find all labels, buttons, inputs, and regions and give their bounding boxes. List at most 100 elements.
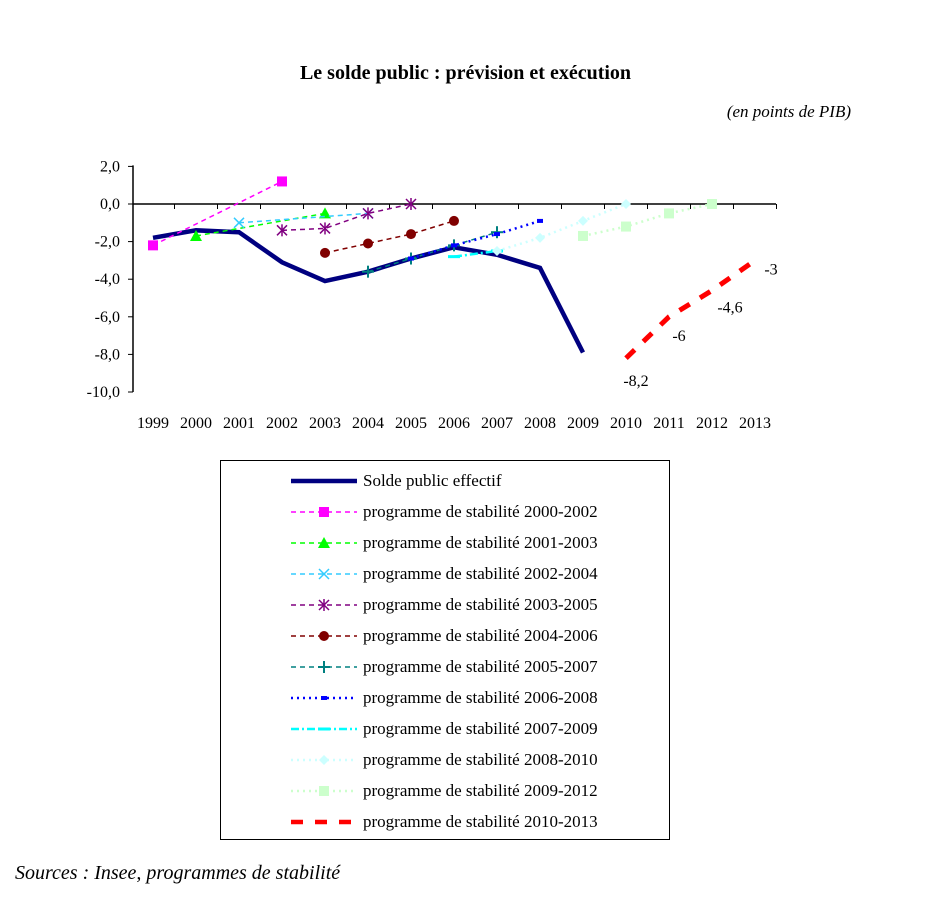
square-marker (408, 256, 414, 261)
y-tick-label: -8,0 (95, 346, 120, 363)
legend-label: programme de stabilité 2010-2013 (363, 812, 598, 831)
y-tick-label: 0,0 (100, 196, 120, 213)
series-line (281, 203, 412, 232)
square-marker (319, 786, 329, 796)
series-line (624, 258, 757, 360)
legend-item: programme de stabilité 2008-2010 (221, 748, 598, 772)
data-label: -3 (764, 261, 777, 278)
legend-item: programme de stabilité 2000-2002 (221, 500, 598, 524)
square-marker (621, 221, 631, 232)
x-tick-label: 2013 (739, 415, 771, 432)
series-line (195, 212, 326, 237)
series-line (453, 249, 498, 258)
legend-swatch (291, 568, 357, 580)
legend-label: programme de stabilité 2002-2004 (363, 564, 598, 583)
series-4 (276, 198, 417, 237)
chart-title: Le solde public : prévision et exécution (299, 62, 632, 84)
circle-marker (319, 631, 329, 641)
plus-marker (362, 265, 374, 278)
circle-marker (363, 238, 373, 249)
star-marker (362, 207, 374, 220)
x-tick-label: 2002 (266, 415, 298, 432)
plus-marker (318, 661, 330, 673)
legend-swatch (291, 661, 357, 673)
circle-marker (449, 215, 459, 226)
x-marker (233, 217, 245, 229)
x-tick-label: 2005 (395, 415, 427, 432)
diamond-marker (319, 755, 329, 765)
legend-label: programme de stabilité 2000-2002 (363, 502, 598, 521)
y-tick-label: 2,0 (100, 158, 120, 175)
series-11 (624, 258, 757, 360)
legend-swatch (291, 786, 357, 796)
star-marker (405, 198, 417, 210)
chart-subtitle: (en points de PIB) (726, 102, 851, 121)
diamond-marker (578, 215, 588, 226)
x-tick-label: 2006 (438, 415, 470, 432)
series-10 (578, 199, 717, 241)
x-tick-label: 2009 (567, 415, 599, 432)
legend-item: programme de stabilité 2009-2012 (221, 779, 598, 803)
series-9 (492, 199, 631, 256)
series-line (410, 219, 541, 260)
triangle-marker (190, 229, 202, 241)
legend-item: programme de stabilité 2005-2007 (221, 655, 598, 679)
legend-label: programme de stabilité 2005-2007 (363, 657, 598, 676)
x-tick-label: 1999 (137, 415, 169, 432)
legend-swatch (291, 727, 357, 731)
series-7 (408, 218, 543, 261)
source-note: Sources : Insee, programmes de stabilité (15, 862, 341, 884)
data-label: -4,6 (717, 299, 742, 316)
series-line (152, 228, 586, 354)
circle-marker (406, 229, 416, 240)
square-marker (537, 218, 543, 223)
x-tick-label: 2004 (352, 415, 384, 432)
dash-marker (318, 727, 330, 731)
series-2 (190, 207, 331, 241)
square-marker (451, 243, 457, 248)
legend-swatch (291, 478, 357, 484)
legend-item: programme de stabilité 2007-2009 (221, 717, 598, 741)
legend-swatch (291, 696, 357, 700)
legend-label: programme de stabilité 2008-2010 (363, 750, 598, 769)
x-tick-label: 2012 (696, 415, 728, 432)
x-marker (318, 568, 330, 580)
x-tick-label: 2010 (610, 415, 642, 432)
square-marker (707, 199, 717, 209)
x-tick-label: 2001 (223, 415, 255, 432)
star-marker (318, 599, 330, 611)
series-line (582, 202, 713, 238)
legend-item: programme de stabilité 2001-2003 (221, 531, 598, 555)
square-marker (277, 176, 287, 187)
data-label: -8,2 (623, 373, 648, 390)
diamond-marker (492, 246, 502, 256)
square-marker (321, 696, 327, 700)
y-tick-label: -2,0 (95, 234, 120, 251)
circle-marker (320, 247, 330, 258)
triangle-marker (319, 207, 331, 219)
legend-swatch (291, 755, 357, 765)
diamond-marker (535, 232, 545, 243)
diamond-marker (621, 199, 631, 209)
series-line (496, 202, 627, 253)
y-tick-label: -4,0 (95, 271, 120, 288)
square-marker (319, 507, 329, 517)
star-marker (319, 222, 331, 235)
x-tick-label: 2007 (481, 415, 513, 432)
legend-swatch (291, 631, 357, 641)
legend-label: programme de stabilité 2001-2003 (363, 533, 598, 552)
legend-item: programme de stabilité 2004-2006 (221, 624, 598, 648)
series-line (152, 180, 283, 247)
legend: Solde public effectif programme de stabil… (220, 460, 670, 840)
star-marker (276, 224, 288, 237)
legend-label: programme de stabilité 2004-2006 (363, 626, 598, 645)
square-marker (494, 232, 500, 237)
legend-label: programme de stabilité 2009-2012 (363, 781, 598, 800)
series-3 (233, 207, 374, 229)
triangle-marker (318, 537, 330, 548)
x-tick-label: 2000 (180, 415, 212, 432)
data-label: -6 (672, 328, 685, 345)
legend-item: Solde public effectif (221, 469, 501, 493)
legend-swatch (291, 599, 357, 611)
y-tick-label: -10,0 (87, 384, 120, 401)
